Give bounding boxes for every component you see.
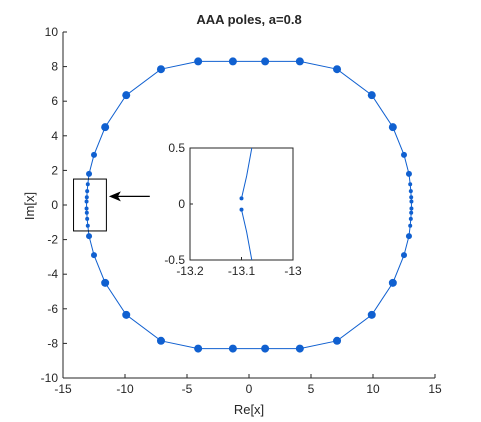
pole-point <box>409 195 414 200</box>
pole-point <box>86 233 93 240</box>
zoom-region-box <box>73 178 107 232</box>
inset-y-tick-label: 0 <box>178 197 185 211</box>
main-y-tick-label: 0 <box>51 198 58 212</box>
main-x-tick-label: -10 <box>116 382 134 396</box>
pole-point <box>405 170 412 177</box>
pole-point <box>408 182 413 187</box>
pole-point <box>101 278 110 287</box>
pole-point <box>85 216 90 221</box>
main-y-tick-label: -2 <box>47 233 58 247</box>
pole-point <box>409 206 414 211</box>
pole-point <box>122 310 131 319</box>
pole-point <box>401 151 407 158</box>
pole-point <box>401 252 407 259</box>
y-axis-label: Im[x] <box>22 192 37 220</box>
inset-frame <box>189 147 294 261</box>
main-y-tick-label: 10 <box>45 25 59 39</box>
pole-point <box>295 344 304 353</box>
inset-y-tick-label: -0.5 <box>164 253 185 267</box>
pole-point <box>86 170 93 177</box>
pole-point <box>85 223 90 228</box>
pole-point <box>408 189 413 194</box>
main-y-tick-label: -4 <box>47 267 58 281</box>
pole-point <box>84 206 89 211</box>
pole-point <box>156 65 165 74</box>
pole-point <box>367 310 376 319</box>
inset-x-tick-label: -13 <box>284 264 302 278</box>
main-x-tick-label: -5 <box>182 382 193 396</box>
pole-point <box>156 336 165 345</box>
inset-pole-path-line <box>241 147 253 199</box>
inset-plot-area: -13.2 -13.1 -13 -0.5 0 0.5 <box>164 141 302 278</box>
inset-x-tick-label: -13.1 <box>228 264 256 278</box>
main-x-tick-label: 0 <box>246 382 253 396</box>
pole-point <box>409 210 414 215</box>
inset-pole-path-line <box>241 209 253 261</box>
main-y-tick-label: 2 <box>51 163 58 177</box>
main-x-tick-label: -15 <box>54 382 72 396</box>
pole-point <box>261 344 270 353</box>
pole-point <box>228 57 237 66</box>
pole-point <box>367 91 376 100</box>
main-y-tick-label: -6 <box>47 302 58 316</box>
pole-point <box>194 57 203 66</box>
zoom-arrow-head <box>108 191 121 202</box>
inset-x-tick-label: -13.2 <box>176 264 204 278</box>
main-y-tick-label: 6 <box>51 94 58 108</box>
main-y-tick-label: 8 <box>51 60 58 74</box>
pole-point <box>333 65 342 74</box>
main-y-tick-label: -10 <box>41 371 59 385</box>
main-x-tick-label: 15 <box>428 382 442 396</box>
inset-y-tick-label: 0.5 <box>168 141 185 155</box>
pole-point <box>295 57 304 66</box>
inset-pole-point <box>239 196 244 201</box>
pole-point <box>388 123 397 132</box>
main-y-tick-label: -8 <box>47 336 58 350</box>
pole-point <box>84 210 89 215</box>
pole-point <box>261 57 270 66</box>
pole-point <box>91 252 97 259</box>
pole-point <box>194 344 203 353</box>
pole-point <box>84 195 89 200</box>
pole-point <box>405 233 412 240</box>
pole-point <box>408 223 413 228</box>
pole-point <box>228 344 237 353</box>
pole-point <box>333 336 342 345</box>
pole-point <box>122 91 131 100</box>
pole-point <box>409 199 414 204</box>
pole-point <box>84 199 89 204</box>
main-x-tick-label: 10 <box>366 382 380 396</box>
pole-point <box>388 278 397 287</box>
pole-point <box>408 216 413 221</box>
pole-point <box>85 182 90 187</box>
annotation-layer <box>73 178 150 232</box>
inset-pole-point <box>239 207 244 212</box>
x-axis-label: Re[x] <box>234 402 264 417</box>
pole-point <box>91 151 97 158</box>
main-y-tick-label: 4 <box>51 129 58 143</box>
chart-title: AAA poles, a=0.8 <box>196 12 301 27</box>
pole-point <box>101 123 110 132</box>
pole-point <box>85 189 90 194</box>
main-x-tick-label: 5 <box>308 382 315 396</box>
